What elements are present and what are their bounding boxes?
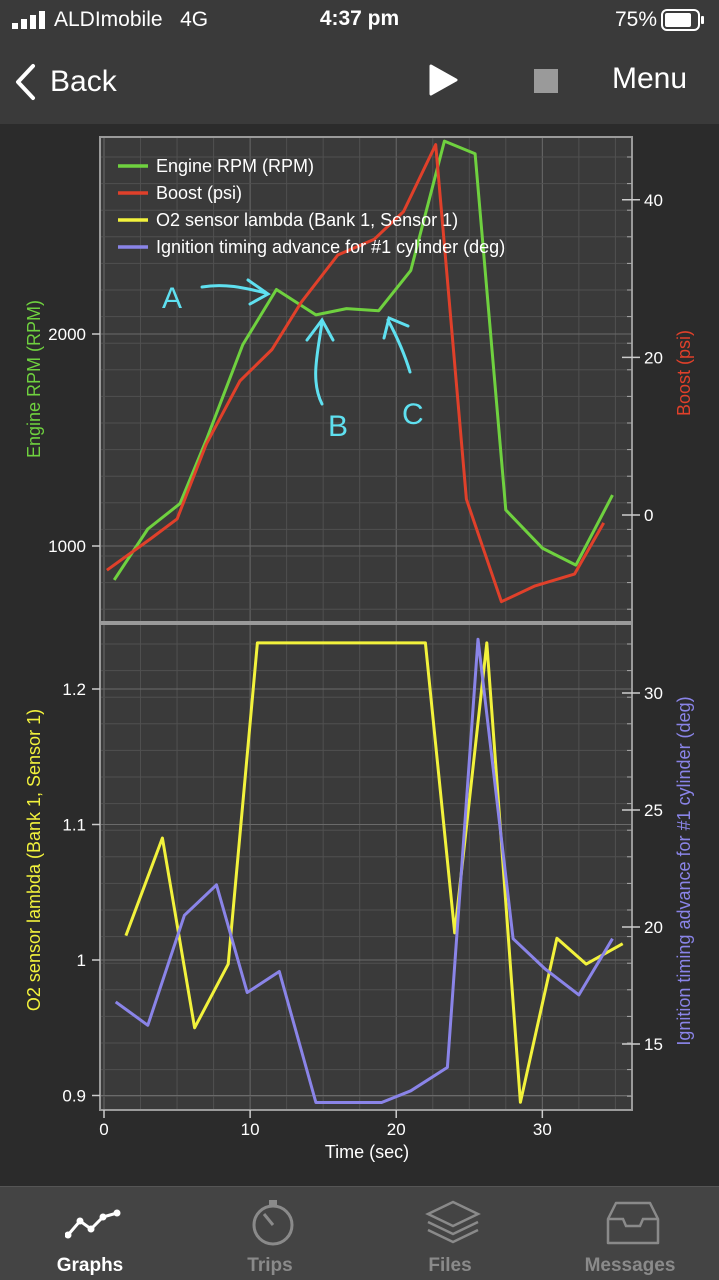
bottom-right-axis-label: Ignition timing advance for #1 cylinder … xyxy=(674,696,694,1045)
annotation-arrow xyxy=(305,317,335,406)
tab-graphs[interactable]: Graphs xyxy=(0,1187,180,1280)
tab-files-label: Files xyxy=(428,1255,472,1276)
annotation-label: C xyxy=(402,398,424,431)
top-plot-area xyxy=(99,136,633,623)
x-axis-ticks: 0 10 20 30 xyxy=(99,1110,552,1139)
tab-messages[interactable]: Messages xyxy=(540,1187,719,1280)
x-tick-label: 0 xyxy=(99,1120,108,1139)
tab-graphs-label: Graphs xyxy=(56,1255,124,1276)
menu-button[interactable]: Menu xyxy=(611,62,687,95)
annotation-label: B xyxy=(328,410,348,443)
battery-icon xyxy=(661,9,704,31)
right-tick-label: 20 xyxy=(644,918,663,937)
series-line xyxy=(112,139,614,581)
left-tick-label: 1.1 xyxy=(62,816,86,835)
annotation-arrow xyxy=(382,315,412,374)
graph-icon xyxy=(65,1209,121,1239)
stop-button[interactable] xyxy=(534,69,558,93)
chevron-left-icon xyxy=(16,64,35,100)
bottom-plot-area xyxy=(99,623,633,1111)
x-tick-label: 10 xyxy=(241,1120,260,1139)
left-tick-label: 1 xyxy=(77,951,86,970)
tab-bar: Graphs Trips Files Messages xyxy=(0,1186,719,1280)
left-tick-label: 1.2 xyxy=(62,680,86,699)
legend-entry: O2 sensor lambda (Bank 1, Sensor 1) xyxy=(156,210,458,230)
x-axis-label: Time (sec) xyxy=(325,1142,409,1162)
legend-entry: Engine RPM (RPM) xyxy=(156,156,314,176)
left-tick-label: 2000 xyxy=(48,325,86,344)
top-chart-panel: 1000 2000 0 20 40 Engine RPM (RPM) Boost (psi… xyxy=(24,136,694,623)
chart-area: 1000 2000 0 20 40 Engine RPM (RPM) Boost (psi… xyxy=(0,124,719,1186)
chart-annotations: A B C xyxy=(162,278,424,443)
bottom-chart-ticks: 0.9 1 1.1 1.2 15 20 25 30 xyxy=(62,643,663,1106)
top-left-axis-label: Engine RPM (RPM) xyxy=(24,300,44,458)
left-tick-label: 0.9 xyxy=(62,1087,86,1106)
top-chart-ticks: 1000 2000 0 20 40 xyxy=(48,156,663,610)
right-tick-label: 0 xyxy=(644,506,653,525)
x-tick-label: 20 xyxy=(387,1120,406,1139)
tab-messages-label: Messages xyxy=(584,1255,676,1276)
tab-trips-label: Trips xyxy=(247,1255,293,1276)
right-tick-label: 25 xyxy=(644,801,663,820)
top-right-axis-label: Boost (psi) xyxy=(674,330,694,416)
tab-trips[interactable]: Trips xyxy=(180,1187,360,1280)
right-tick-label: 40 xyxy=(644,191,663,210)
bottom-chart-panel: 0.9 1 1.1 1.2 15 20 25 30 O2 sensor lambda (Ban… xyxy=(24,623,694,1111)
layers-icon xyxy=(425,1200,481,1244)
bottom-chart-lines xyxy=(114,637,624,1104)
back-button[interactable]: Back xyxy=(14,62,117,102)
top-chart-grid xyxy=(101,138,631,621)
annotation-arrow xyxy=(200,278,271,306)
back-label: Back xyxy=(50,65,117,98)
annotation-label: A xyxy=(162,282,182,315)
bottom-left-axis-label: O2 sensor lambda (Bank 1, Sensor 1) xyxy=(24,709,44,1011)
right-tick-label: 30 xyxy=(644,684,663,703)
chart-legend: Engine RPM (RPM) Boost (psi) O2 sensor lam… xyxy=(118,156,505,257)
left-tick-label: 1000 xyxy=(48,537,86,556)
right-tick-label: 20 xyxy=(644,348,663,367)
x-tick-label: 30 xyxy=(533,1120,552,1139)
inbox-icon xyxy=(606,1201,660,1245)
charts[interactable]: 1000 2000 0 20 40 Engine RPM (RPM) Boost (psi… xyxy=(0,124,719,1186)
right-tick-label: 15 xyxy=(644,1035,663,1054)
battery-percentage: 75% xyxy=(614,8,657,31)
carrier-name: ALDImobile 4G xyxy=(54,8,209,31)
top-chart-lines xyxy=(106,139,614,604)
stopwatch-icon xyxy=(252,1200,294,1246)
legend-entry: Ignition timing advance for #1 cylinder … xyxy=(156,237,505,257)
series-line xyxy=(114,637,614,1104)
status-time: 4:37 pm xyxy=(319,7,400,30)
series-line xyxy=(124,641,624,1104)
network-type: 4G xyxy=(180,8,209,31)
signal-strength-icon xyxy=(12,11,45,29)
series-line xyxy=(106,143,606,604)
play-icon[interactable] xyxy=(428,64,458,96)
status-bar: ALDImobile 4G 4:37 pm 75% xyxy=(0,0,719,40)
legend-entry: Boost (psi) xyxy=(156,183,242,203)
navigation-bar: Back Menu xyxy=(0,40,719,124)
tab-files[interactable]: Files xyxy=(360,1187,540,1280)
